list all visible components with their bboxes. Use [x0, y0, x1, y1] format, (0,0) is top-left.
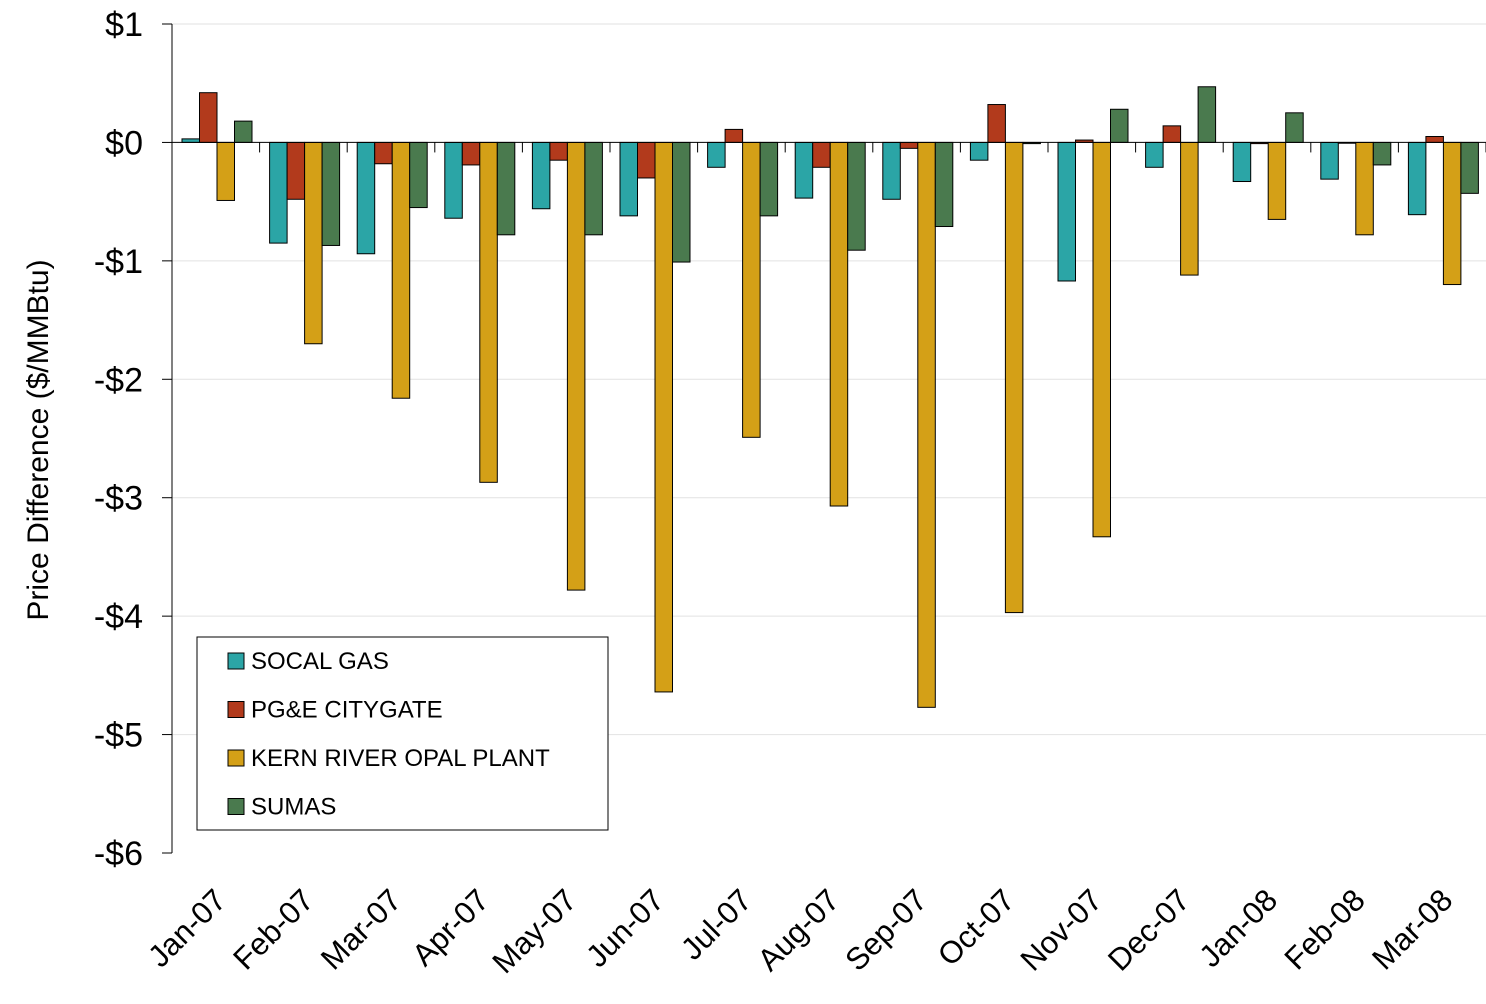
legend-swatch — [227, 798, 245, 815]
bar — [199, 92, 218, 143]
x-tick-label: Nov-07 — [1014, 882, 1109, 977]
legend-label: KERN RIVER OPAL PLANT — [251, 745, 550, 772]
bar — [1180, 141, 1199, 276]
bar — [707, 141, 726, 168]
bar — [619, 141, 638, 217]
bar — [1197, 86, 1217, 143]
bar — [286, 141, 306, 200]
bar — [496, 141, 516, 236]
bar — [1372, 141, 1392, 166]
x-tick-label: Apr-07 — [405, 882, 496, 973]
y-tick-label: $1 — [105, 6, 143, 44]
y-tick-label: -$1 — [94, 243, 143, 281]
bar — [987, 104, 1006, 143]
bar — [1092, 141, 1111, 538]
bar — [1267, 141, 1287, 220]
bar — [549, 141, 568, 161]
x-tick-label: Mar-08 — [1365, 882, 1459, 976]
bar — [374, 141, 393, 165]
legend-swatch — [227, 701, 245, 718]
bar — [566, 141, 586, 591]
x-tick-label: Sep-07 — [838, 882, 933, 977]
bar — [584, 141, 603, 236]
bar — [637, 141, 656, 179]
axes — [162, 23, 1486, 854]
bar — [356, 141, 376, 255]
bar — [917, 141, 936, 708]
legend-swatch — [227, 749, 245, 767]
bar — [1057, 141, 1076, 282]
bar — [1425, 136, 1444, 143]
bar — [724, 128, 744, 143]
x-tick-label: Jan-07 — [141, 882, 233, 974]
legend-label: SUMAS — [251, 794, 336, 821]
bar — [1442, 141, 1462, 286]
y-tick-label: -$3 — [94, 480, 143, 518]
y-tick-label: -$5 — [94, 717, 143, 755]
legend-label: PG&E CITYGATE — [251, 697, 443, 724]
bar — [794, 141, 814, 199]
bar — [216, 141, 235, 201]
bar — [269, 141, 288, 244]
x-tick-label: Jan-08 — [1192, 882, 1284, 974]
bar — [759, 141, 779, 217]
bar — [654, 141, 673, 693]
bar — [409, 141, 428, 209]
bar — [531, 141, 551, 210]
legend-swatch — [227, 652, 245, 670]
bar — [1320, 141, 1339, 180]
bar — [391, 141, 411, 399]
x-tick-label: Dec-07 — [1101, 882, 1196, 977]
bar — [234, 120, 253, 143]
bar — [1460, 141, 1479, 194]
bar — [829, 141, 849, 507]
legend: SOCAL GAS PG&E CITYGATE KERN RIVER OPAL PL… — [196, 636, 609, 831]
bar — [969, 141, 989, 161]
bar — [304, 141, 323, 345]
bar — [321, 141, 341, 246]
y-tick-label: -$4 — [94, 598, 143, 636]
legend-items: SOCAL GAS PG&E CITYGATE KERN RIVER OPAL PL… — [227, 648, 550, 821]
bar — [1145, 141, 1164, 168]
bar — [742, 141, 761, 438]
bar — [672, 141, 691, 263]
x-tick-label: Feb-08 — [1278, 882, 1372, 976]
bar — [1004, 141, 1024, 614]
bar — [1355, 141, 1374, 236]
bar — [1162, 125, 1182, 143]
bar — [444, 141, 463, 219]
bar — [882, 141, 901, 200]
bar — [899, 141, 919, 149]
x-tick-label: Jun-07 — [579, 882, 671, 974]
bar — [1407, 141, 1427, 216]
bars — [181, 86, 1479, 708]
bar — [461, 141, 481, 166]
y-tick-label: -$2 — [94, 361, 143, 399]
y-tick-labels: $1 $0 -$1 -$2 -$3 -$4 -$5 -$6 — [94, 6, 143, 873]
x-tick-label: Feb-07 — [226, 882, 320, 976]
bar — [1285, 112, 1304, 143]
y-axis-title: Price Difference ($/MMBtu) — [22, 259, 55, 620]
x-tick-label: May-07 — [486, 882, 584, 980]
x-tick-label: Oct-07 — [931, 882, 1022, 973]
bar — [1232, 141, 1252, 183]
bar — [812, 141, 831, 168]
bar — [934, 141, 954, 228]
x-tick-label: Mar-07 — [314, 882, 408, 976]
legend-box — [196, 636, 609, 831]
x-tick-label: Aug-07 — [751, 882, 846, 977]
legend-label: SOCAL GAS — [251, 648, 389, 675]
bar — [1110, 108, 1129, 143]
y-tick-label: $0 — [105, 124, 143, 162]
x-tick-label: Jul-07 — [674, 882, 758, 966]
bar — [479, 141, 498, 483]
bar — [847, 141, 866, 251]
bar — [181, 138, 200, 143]
y-tick-label: -$6 — [94, 835, 143, 873]
